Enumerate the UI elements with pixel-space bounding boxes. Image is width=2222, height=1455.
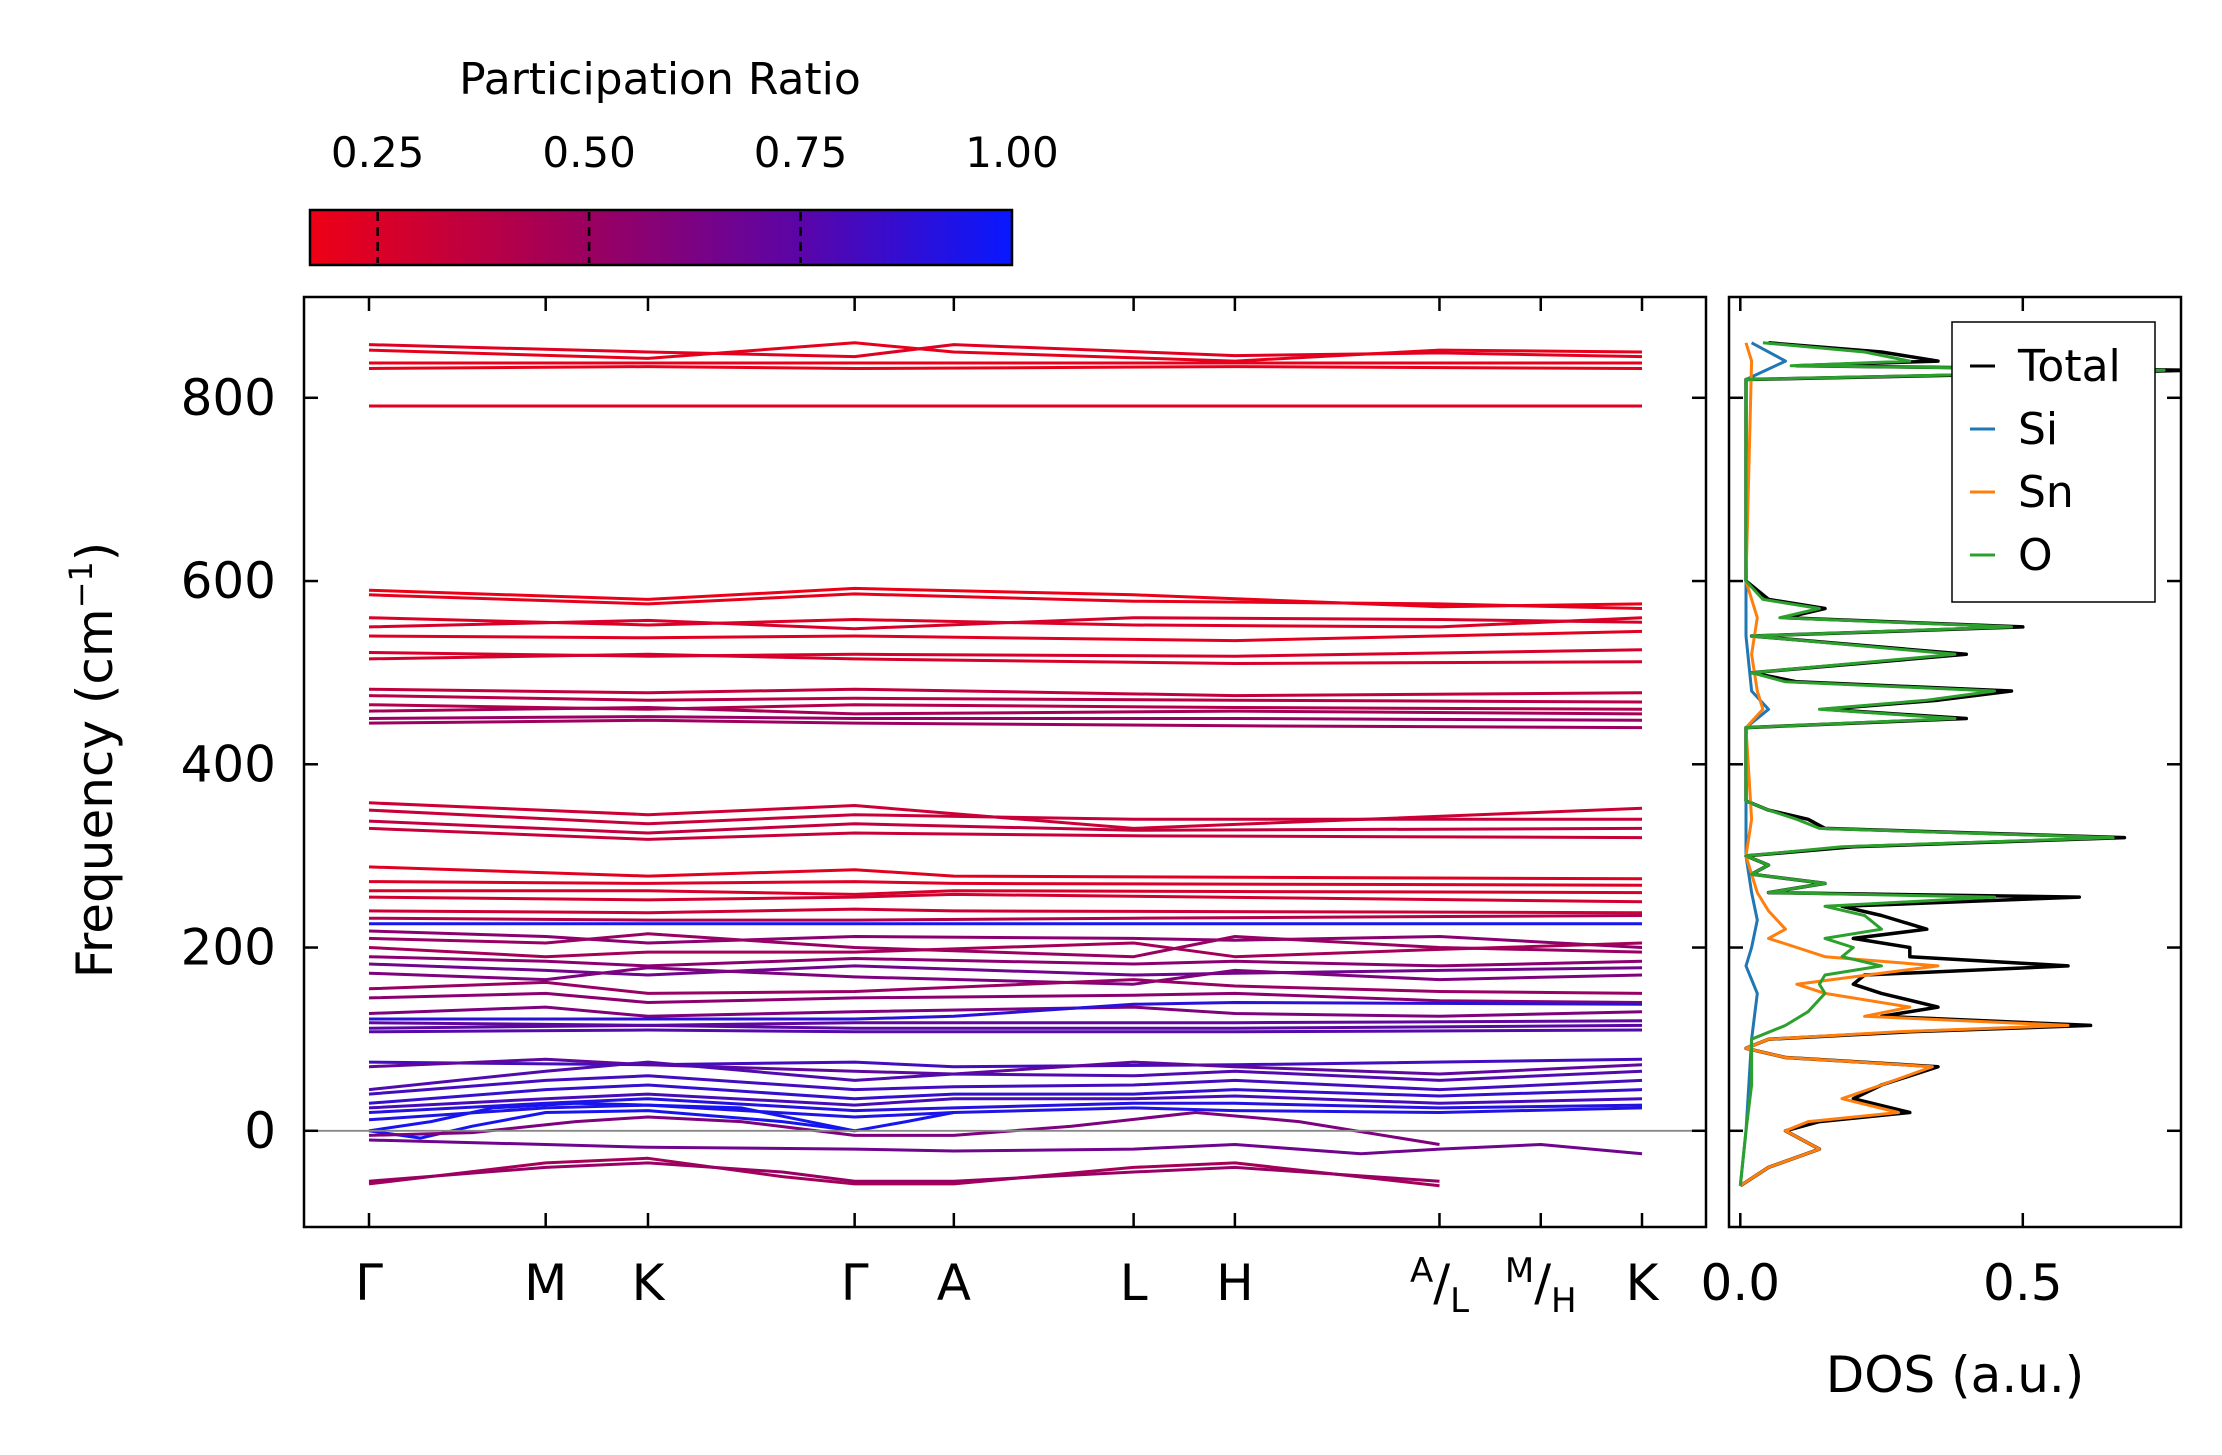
legend-label: Total: [2017, 341, 2121, 392]
x-tick-label: A/L: [1410, 1251, 1469, 1321]
dos-x-tick-label: 0.5: [1983, 1254, 2063, 1312]
band-line: [368, 1156, 1440, 1188]
band-line: [368, 715, 1643, 722]
colorbar: [308, 208, 1014, 267]
band-line: [368, 978, 1643, 995]
y-tick-label: 600: [181, 552, 276, 610]
x-tick-label: H: [1216, 1254, 1254, 1312]
band-line: [368, 592, 1643, 610]
band-line: [368, 694, 1643, 704]
colorbar-tick-label: 0.75: [754, 128, 848, 177]
band-line: [368, 1057, 1643, 1069]
band-plot-frame: [302, 295, 1708, 1229]
dos-x-axis-label: DOS (a.u.): [1826, 1346, 2085, 1404]
band-line: [368, 1019, 1643, 1027]
x-tick-label: M: [524, 1254, 567, 1312]
dos-x-tick-label: 0.0: [1701, 1254, 1781, 1312]
dos-line-o: [1738, 341, 2166, 1186]
band-line: [368, 1005, 1643, 1018]
band-line: [368, 365, 1643, 370]
band-y-axis: 0 200 400 600 800: [181, 369, 1706, 1160]
band-line: [368, 343, 1643, 359]
legend: Total Si Sn O: [1951, 321, 2156, 603]
x-tick-label: M/H: [1505, 1251, 1577, 1321]
colorbar-tick-labels: 0.25 0.50 0.75 1.00: [331, 128, 1059, 177]
band-structure-lines: [368, 341, 1643, 1188]
legend-label: O: [2018, 530, 2053, 581]
band-line: [368, 914, 1643, 922]
band-line: [368, 652, 1643, 665]
band-line: [368, 1097, 1643, 1114]
x-tick-label: Γ: [355, 1254, 383, 1312]
band-line: [368, 929, 1643, 949]
band-line: [368, 892, 1643, 904]
band-line: [368, 586, 1643, 609]
band-line: [368, 1101, 955, 1133]
dos-lines: [1738, 341, 2181, 1188]
band-line: [368, 880, 1643, 887]
dos-plot-frame: [1727, 295, 2183, 1229]
colorbar-tick-label: 0.25: [331, 128, 425, 177]
y-axis-label: Frequency (cm−1): [62, 542, 124, 979]
band-line: [368, 1083, 1643, 1105]
legend-label: Sn: [2018, 467, 2074, 518]
band-line: [368, 1074, 1643, 1096]
x-tick-label: A: [937, 1254, 971, 1312]
dos-line-sn: [1739, 342, 2070, 1188]
y-tick-label: 200: [181, 919, 276, 977]
band-line: [368, 1023, 1643, 1030]
x-tick-label: L: [1120, 1254, 1148, 1312]
band-line: [368, 991, 1643, 1004]
band-line: [368, 706, 1643, 716]
band-line: [368, 932, 1643, 959]
band-line: [368, 808, 1642, 826]
band-line: [368, 1109, 855, 1140]
band-line: [368, 801, 1643, 830]
band-line: [368, 629, 1643, 643]
y-tick-label: 0: [244, 1102, 276, 1160]
y-tick-label: 800: [181, 369, 276, 427]
band-line: [368, 955, 1643, 968]
band-line: [368, 1111, 1440, 1146]
band-line: [368, 819, 1643, 835]
band-line: [368, 941, 1643, 959]
band-line: [369, 1001, 1643, 1021]
y-tick-label: 400: [181, 735, 276, 793]
band-line: [368, 907, 1643, 915]
dos-axes: 0.0 0.5: [1701, 297, 2181, 1312]
band-line: [368, 962, 1643, 977]
band-line: [369, 889, 1643, 896]
band-x-axis: Γ M K Γ A L H A/L M/H K: [355, 297, 1660, 1321]
colorbar-label: Participation Ratio: [459, 54, 861, 105]
band-line: [368, 865, 1643, 881]
legend-label: Si: [2018, 404, 2058, 455]
band-line: [368, 826, 1643, 841]
band-line: [368, 1138, 1643, 1156]
x-tick-label: K: [632, 1254, 666, 1312]
colorbar-tick-label: 0.50: [542, 128, 636, 177]
x-tick-label: K: [1626, 1254, 1660, 1312]
band-line: [368, 1092, 1643, 1110]
colorbar-tick-label: 1.00: [965, 128, 1059, 177]
band-line: [368, 341, 1643, 363]
band-line: [368, 1060, 1643, 1092]
band-line: [368, 718, 1643, 730]
band-line: [368, 616, 1643, 631]
band-line: [368, 966, 1643, 986]
band-line: [368, 1028, 1643, 1034]
band-line: [368, 687, 1643, 698]
x-tick-label: Γ: [841, 1254, 869, 1312]
band-line: [368, 1161, 1440, 1183]
colorbar-ticks: [376, 212, 802, 263]
